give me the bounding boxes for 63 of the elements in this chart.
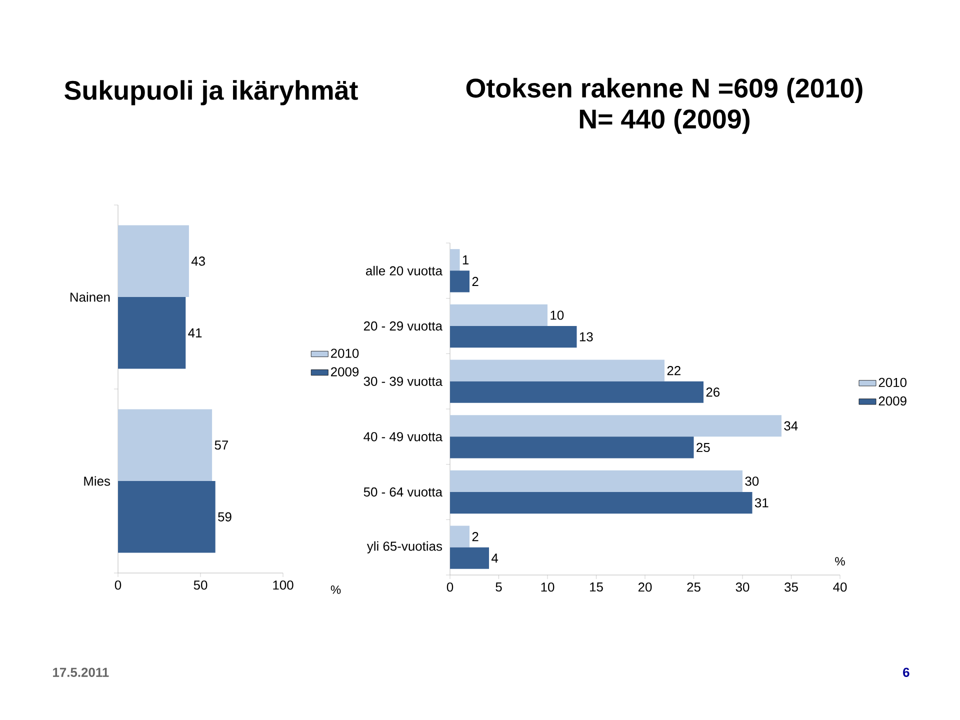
- bar: [450, 436, 694, 458]
- data-label: 22: [667, 366, 680, 376]
- bar: [450, 249, 460, 271]
- legend-label: 2009: [330, 367, 359, 376]
- x-tick-label: 40: [833, 582, 847, 592]
- legend-label: 2009: [878, 396, 906, 406]
- bar: [450, 470, 743, 492]
- data-label: 25: [696, 442, 710, 452]
- legend-label: 2010: [878, 378, 906, 388]
- x-tick-label: 30: [736, 582, 750, 592]
- data-label: 43: [191, 256, 205, 266]
- bar: [450, 547, 490, 569]
- data-label: 34: [784, 421, 798, 430]
- x-tick-label: 100: [273, 580, 294, 590]
- y-tick-label: 40 - 49 vuotta: [364, 432, 442, 442]
- chart-title: Sukupuoli ja ikäryhmät: [64, 80, 358, 106]
- bar: [118, 225, 189, 297]
- data-label: 2: [472, 532, 478, 542]
- data-label: 4: [491, 554, 498, 563]
- bar: [450, 360, 665, 382]
- y-tick-label: Nainen: [70, 292, 110, 302]
- x-tick-label: 10: [541, 582, 554, 592]
- y-tick-label: yli 65-vuotias: [366, 541, 442, 554]
- data-label: 2: [472, 276, 478, 286]
- data-label: 31: [754, 498, 768, 508]
- bar: [450, 492, 752, 514]
- x-tick-label: 0: [446, 582, 454, 592]
- x-tick-label: 20: [638, 582, 652, 592]
- bar: [450, 270, 470, 292]
- data-label: 10: [550, 310, 564, 320]
- y-tick-label: 20 - 29 vuotta: [364, 321, 442, 331]
- data-label: 13: [580, 332, 593, 342]
- bar: [118, 481, 216, 553]
- legend-label: 2010: [330, 348, 359, 358]
- data-label: 57: [214, 440, 228, 450]
- x-axis-title: %: [330, 585, 341, 594]
- bar: [118, 297, 186, 369]
- bar: [118, 409, 212, 482]
- x-tick-label: 35: [784, 582, 798, 592]
- y-tick-label: 30 - 39 vuotta: [364, 376, 442, 386]
- x-tick-label: 50: [194, 580, 208, 590]
- text: 6: [903, 668, 910, 677]
- chart-title: Otoksen rakenne N =609 (2010): [466, 78, 862, 104]
- y-tick-label: alle 20 vuotta: [366, 266, 442, 276]
- data-label: 59: [218, 512, 232, 522]
- x-axis-title: %: [835, 557, 845, 566]
- data-label: 41: [188, 328, 202, 338]
- x-tick-label: 0: [114, 580, 122, 590]
- bar: [450, 526, 470, 548]
- data-label: 30: [745, 476, 759, 486]
- chart-subtitle: N= 440 (2009): [580, 108, 750, 134]
- x-tick-label: 25: [687, 582, 700, 592]
- bar: [450, 304, 548, 326]
- bar: [450, 381, 704, 403]
- bar: [450, 326, 577, 348]
- x-tick-label: 15: [590, 582, 603, 592]
- y-tick-label: 50 - 64 vuotta: [364, 487, 442, 497]
- y-tick-label: Mies: [84, 476, 110, 486]
- data-label: 1: [462, 255, 469, 264]
- bar: [450, 415, 782, 437]
- data-label: 26: [706, 388, 720, 397]
- x-tick-label: 5: [496, 582, 502, 592]
- text: 17.5.2011: [53, 668, 109, 677]
